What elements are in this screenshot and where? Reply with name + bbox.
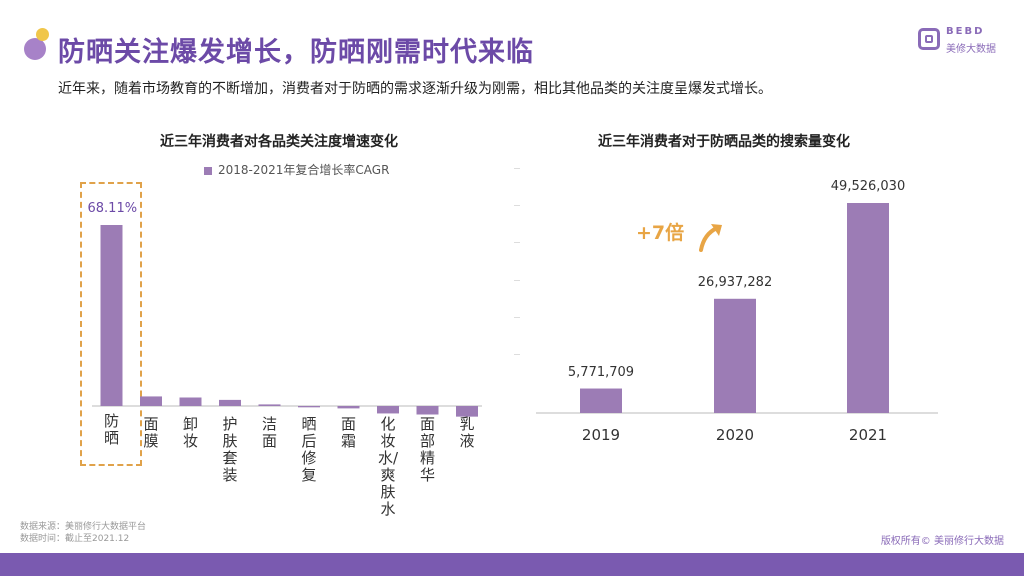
data-time: 数据时间：截止至2021.12: [20, 534, 130, 544]
left-bar-3: [219, 399, 241, 406]
logo-icon: [918, 28, 940, 50]
legend-swatch: [204, 166, 212, 175]
left-category-label: 护肤套装: [222, 415, 238, 484]
gridline-tick: [514, 242, 520, 243]
logo-text-en: BEBD: [946, 26, 985, 37]
left-bar-6: [337, 406, 360, 409]
data-source: 数据来源：美丽修行大数据平台: [20, 522, 147, 532]
right-category-label: 2021: [848, 426, 888, 444]
bottom-bar: [0, 553, 1024, 576]
left-category-label: 面霜: [340, 415, 356, 450]
right-value-label: 26,937,282: [697, 274, 773, 290]
right-category-label: 2019: [581, 426, 621, 444]
page-subtitle: 近年来，随着市场教育的不断增加，消费者对于防晒的需求逐渐升级为刚需，相比其他品类…: [58, 81, 772, 97]
left-chart-title: 近三年消费者对各品类关注度增速变化: [160, 134, 398, 150]
left-category-label: 晒后修复: [301, 415, 317, 484]
right-chart-title: 近三年消费者对于防晒品类的搜索量变化: [598, 134, 850, 150]
left-category-label: 化妆水/爽肤水: [378, 415, 399, 518]
gridline-tick: [514, 317, 520, 318]
decor-circle-yellow: [36, 28, 49, 41]
legend-label: 2018-2021年复合增长率CAGR: [218, 163, 390, 177]
left-chart-legend: 2018-2021年复合增长率CAGR: [204, 161, 389, 178]
right-value-label: 49,526,030: [830, 179, 906, 194]
left-bar-5: [298, 406, 320, 408]
left-category-label: 乳液: [459, 415, 475, 450]
page-title: 防晒关注爆发增长，防晒刚需时代来临: [58, 37, 534, 68]
brand-logo: BEBD 美修大数据: [918, 24, 1004, 58]
highlight-box: [80, 182, 142, 466]
right-category-label: 2020: [715, 426, 755, 444]
right-bar-2020: [714, 298, 756, 413]
left-bar-1: [140, 396, 162, 406]
right-value-label: 5,771,709: [567, 364, 635, 380]
left-category-label: 面膜: [143, 415, 159, 450]
title-block: 防晒关注爆发增长，防晒刚需时代来临: [20, 20, 980, 70]
left-category-label: 面部精华: [419, 415, 435, 484]
decor-circle-purple: [24, 38, 46, 60]
up-arrow-icon: [699, 224, 722, 252]
right-bar-2019: [580, 388, 622, 413]
gridline-tick: [514, 168, 520, 169]
left-bar-2: [179, 397, 202, 406]
left-category-label: 防晒: [103, 412, 119, 447]
growth-annotation: +7倍: [636, 222, 685, 244]
left-category-label: 洁面: [261, 415, 277, 450]
left-category-label: 卸妆: [182, 415, 198, 450]
gridline-tick: [514, 205, 520, 206]
right-bar-2021: [847, 203, 889, 413]
copyright: 版权所有© 美丽修行大数据: [880, 536, 1004, 547]
left-data-label: 68.11%: [87, 201, 138, 216]
gridline-tick: [514, 354, 520, 355]
left-bar-8: [416, 406, 439, 415]
left-bar-7: [377, 406, 399, 414]
left-bar-4: [258, 404, 281, 406]
gridline-tick: [514, 280, 520, 281]
logo-text-cn: 美修大数据: [946, 44, 996, 55]
